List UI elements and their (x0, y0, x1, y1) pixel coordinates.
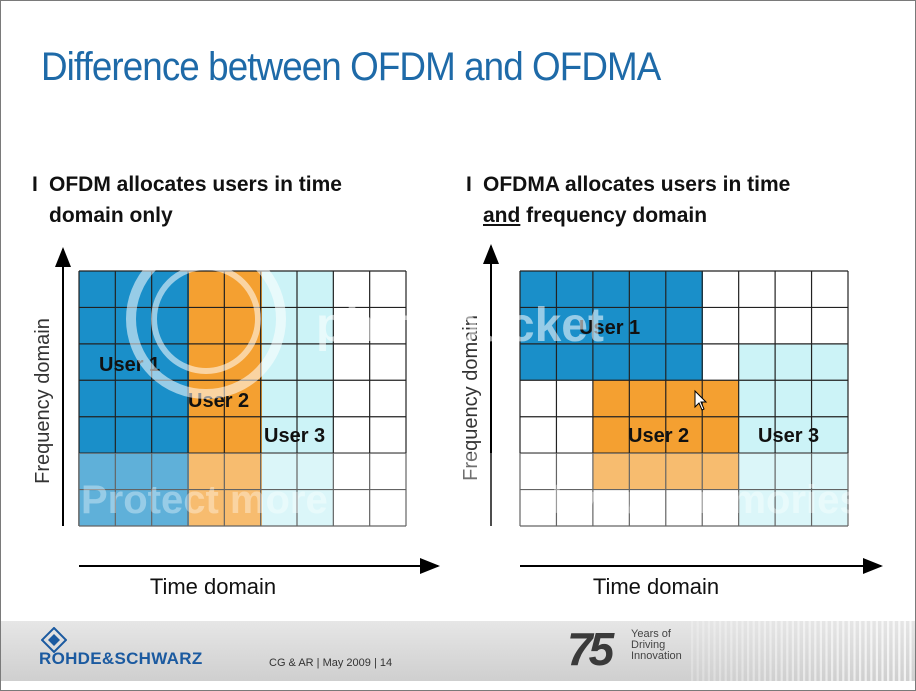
footer-stripe (864, 621, 867, 681)
ofdm-user3-label: User 3 (264, 425, 325, 447)
footer-stripe (870, 621, 873, 681)
footer-stripe (791, 621, 794, 681)
watermark-right-text: of your memories for less (526, 478, 915, 522)
footer-stripe (875, 621, 878, 681)
footer-stripe (814, 621, 817, 681)
footer-stripe (769, 621, 772, 681)
underlined-and: and (483, 204, 521, 227)
company-logo: ROHDE&SCHWARZ (39, 649, 203, 668)
footer-stripe (747, 621, 750, 681)
footer-stripe (691, 621, 694, 681)
anniversary-line-1: Years of (631, 628, 671, 640)
ofdm-y-axis-label: Frequency domain (32, 318, 54, 484)
footer-stripe (903, 621, 906, 681)
footer-stripe (825, 621, 828, 681)
left-bullet: I OFDM allocates users in time domain on… (32, 169, 429, 231)
ofdma-user1-region (520, 271, 703, 380)
ofdm-diagram: Frequency domain Time domain User 1 User… (32, 247, 440, 599)
ofdma-diagram: Frequency domain Time domain User 1 User… (460, 244, 883, 599)
footer-stripe (780, 621, 783, 681)
watermark-ring-inner-icon (151, 264, 261, 374)
bullet-marker: I (32, 173, 38, 196)
footer-stripe (808, 621, 811, 681)
footer-stripe (892, 621, 895, 681)
left-bullet-line-1: OFDM allocates users in time (49, 173, 342, 196)
slide-title: Difference between OFDM and OFDMA (41, 45, 661, 89)
footer-stripes (691, 621, 912, 681)
ofdma-user1-label: User 1 (579, 317, 640, 339)
anniversary-text: Years of Driving Innovation (631, 629, 691, 662)
footer-stripe (724, 621, 727, 681)
footer-bar (1, 621, 915, 681)
footer-stripe (797, 621, 800, 681)
watermark-left-text: Protect more (81, 478, 328, 522)
ofdm-x-axis-label: Time domain (150, 574, 276, 599)
footer-stripe (763, 621, 766, 681)
ofdma-grid (519, 270, 849, 527)
footer-stripe (702, 621, 705, 681)
footer-stripe (786, 621, 789, 681)
footer-stripe (898, 621, 901, 681)
anniversary-line-3: Innovation (631, 650, 682, 662)
footer-stripe (758, 621, 761, 681)
footer-stripe (836, 621, 839, 681)
bullet-marker: I (466, 173, 472, 196)
footer-stripe (842, 621, 845, 681)
footer-stripe (819, 621, 822, 681)
ofdm-user3-region (262, 271, 334, 526)
anniversary-number: 75 (567, 623, 614, 675)
watermark-ring-icon (126, 239, 286, 399)
footer-stripe (853, 621, 856, 681)
footer-note: CG & AR | May 2009 | 14 (269, 657, 393, 669)
ofdma-x-axis-label: Time domain (593, 574, 719, 599)
ofdma-user3-label: User 3 (758, 425, 819, 447)
footer-stripe (696, 621, 699, 681)
footer-stripe (881, 621, 884, 681)
footer-stripe (803, 621, 806, 681)
footer-stripe (775, 621, 778, 681)
footer-stripe (741, 621, 744, 681)
footer-stripe (859, 621, 862, 681)
ofdma-y-axis-label: Frequency domain (460, 315, 482, 481)
right-bullet-line-2: and frequency domain (483, 200, 883, 231)
footer-stripe (735, 621, 738, 681)
mouse-cursor-icon (694, 389, 708, 411)
footer-stripe (719, 621, 722, 681)
ofdma-user3-region (739, 344, 848, 526)
anniversary-line-2: Driving (631, 639, 666, 651)
footer-stripe (847, 621, 850, 681)
footer-stripe (887, 621, 890, 681)
photobucket-watermark: photobucket Protect more of your memorie… (79, 239, 915, 527)
diagrams: Frequency domain Time domain User 1 User… (32, 239, 915, 599)
footer-stripe (707, 621, 710, 681)
footer-stripe (713, 621, 716, 681)
right-bullet-line-1: OFDMA allocates users in time (483, 173, 791, 196)
footer-stripe (752, 621, 755, 681)
right-bullet: I OFDMA allocates users in time and freq… (466, 169, 883, 231)
watermark-brand: photobucket (316, 299, 604, 352)
ofdma-user2-label: User 2 (628, 425, 689, 447)
footer-stripe (909, 621, 912, 681)
footer-stripe (730, 621, 733, 681)
right-bullet-line-2-rest: frequency domain (520, 204, 708, 227)
rohde-schwarz-diamond-icon (41, 627, 67, 653)
footer-stripe (831, 621, 834, 681)
left-bullet-line-2: domain only (49, 204, 173, 227)
